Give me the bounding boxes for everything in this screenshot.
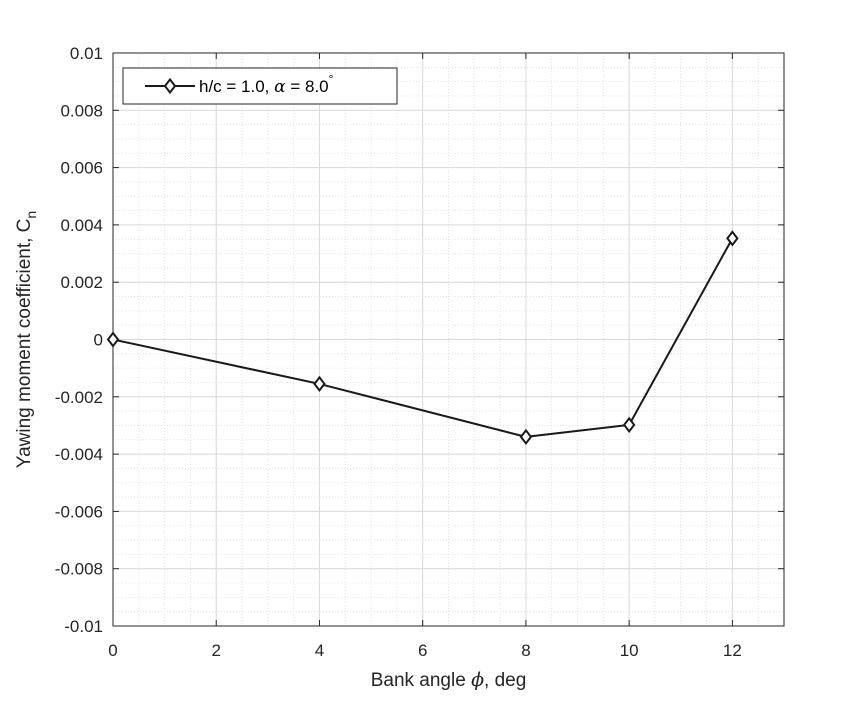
y-axis-label-subscript: n [23, 211, 39, 219]
x-axis-label-greek: ϕ [471, 669, 484, 691]
x-tick-label: 6 [418, 641, 427, 660]
y-axis-label-text: Yawing moment coefficient, C [14, 219, 35, 469]
x-axis-label: Bank angle ϕ, deg [371, 669, 527, 691]
y-tick-label: -0.006 [55, 502, 103, 521]
data-point-marker [519, 428, 533, 446]
y-tick-label: -0.01 [64, 617, 103, 636]
y-tick-label: 0.01 [70, 44, 103, 63]
legend-label-prefix: h/c = 1.0, [199, 77, 274, 96]
series-layer [106, 230, 739, 446]
legend-label-sup: ° [329, 72, 334, 86]
y-tick-label: 0 [94, 331, 103, 350]
legend-diamond-marker [163, 77, 177, 95]
y-tick-label: -0.004 [55, 445, 103, 464]
x-axis-label-text: Bank angle [371, 670, 471, 691]
x-tick-label: 12 [723, 641, 742, 660]
x-tick-label: 4 [315, 641, 324, 660]
y-tick-label: 0.004 [60, 216, 103, 235]
y-tick-labels: -0.01 -0.008 -0.006 -0.004 -0.002 0 0.002 0.004… [55, 44, 103, 636]
x-tick-label: 10 [620, 641, 639, 660]
x-tick-label: 0 [108, 641, 117, 660]
x-axis-label-text-end: , deg [484, 670, 526, 691]
y-axis-label: Yawing moment coefficient, Cn [14, 211, 39, 468]
data-point-marker [622, 416, 636, 434]
x-tick-label: 8 [521, 641, 530, 660]
legend-label-suffix: = 8.0 [286, 77, 329, 96]
legend-label: h/c = 1.0, α = 8.0° [199, 72, 334, 97]
y-tick-label: -0.002 [55, 388, 103, 407]
data-point-marker [313, 375, 326, 393]
data-point-marker [106, 331, 120, 348]
y-tick-label: 0.006 [60, 159, 103, 178]
legend: h/c = 1.0, α = 8.0° [122, 67, 398, 105]
y-tick-label: 0.002 [60, 273, 103, 292]
x-tick-labels: 0 2 4 6 8 10 12 [108, 641, 742, 660]
y-tick-label: 0.008 [60, 101, 103, 120]
legend-label-greek: α [274, 77, 286, 97]
data-point-marker [726, 230, 739, 247]
y-tick-label: -0.008 [55, 560, 103, 579]
x-tick-label: 2 [211, 641, 220, 660]
axis-ticks [112, 52, 784, 627]
